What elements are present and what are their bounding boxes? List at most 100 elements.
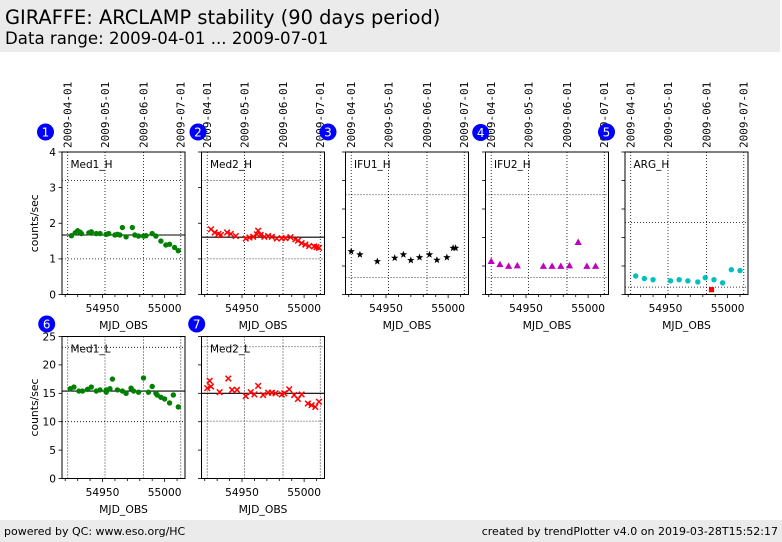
data-point-x (216, 388, 223, 396)
axes-frame (61, 151, 186, 295)
x-tick-label: 54950 (86, 487, 120, 499)
panel-7: 54950 55000 MJD_OBS Med2_L 7 (188, 315, 325, 516)
data-point-triangle (557, 262, 565, 269)
data-point-circle (153, 233, 159, 239)
data-point-x (207, 383, 215, 390)
panel-badge: 6 (38, 315, 56, 333)
data-point-triangle (591, 262, 600, 269)
date-tick-label: 2009-06-01 (137, 82, 150, 148)
data-point-circle (129, 224, 136, 231)
data-point-circle (166, 400, 173, 406)
data-point-circle (166, 241, 173, 247)
panel-badge: 2 (189, 123, 207, 141)
created-by-text: created by trendPlotter v4.0 on 2019-03-… (481, 525, 778, 539)
data-point-triangle (548, 262, 556, 269)
data-point-x (206, 377, 214, 385)
data-point-x (287, 233, 294, 241)
axes-frame (201, 336, 325, 479)
data-point-circle (140, 375, 147, 381)
data-point-triangle (565, 261, 574, 269)
data-point-circle (702, 274, 708, 281)
data-point-x (298, 239, 305, 247)
y-tick-label: 25 (43, 331, 56, 343)
data-point-circle (93, 230, 99, 237)
badge-circle (37, 123, 54, 141)
data-point-x (247, 388, 255, 396)
x-axis-label: MJD_OBS (383, 319, 432, 332)
data-point-circle (175, 404, 181, 410)
data-point-circle (175, 247, 181, 254)
panel-badge: 4 (472, 124, 490, 141)
panel-title: ARG_H (634, 159, 670, 171)
data-point-circle (650, 276, 656, 283)
y-tick-label: 1 (49, 254, 56, 266)
badge-number: 7 (193, 317, 201, 331)
x-tick-label: 54950 (225, 303, 259, 315)
date-tick-label: 2009-04-01 (62, 82, 75, 148)
data-point-x (251, 391, 258, 398)
data-point-star (407, 256, 415, 264)
data-point-x (203, 384, 211, 392)
data-point-x (298, 391, 305, 398)
badge-number: 2 (194, 125, 202, 139)
x-axis-label: MJD_OBS (239, 503, 288, 516)
data-point-x (304, 400, 312, 407)
data-point-circle (135, 389, 142, 395)
data-point-x (308, 401, 315, 409)
date-tick-label: 2009-06-01 (277, 82, 290, 148)
data-point-circle (114, 387, 121, 393)
data-point-circle (676, 276, 682, 283)
date-tick-label: 2009-05-01 (522, 82, 535, 148)
data-point-circle (78, 230, 85, 237)
panel-title: Med1_H (71, 159, 113, 171)
data-point-circle (728, 267, 735, 273)
data-point-triangle (574, 238, 582, 245)
x-tick-label: 55000 (431, 303, 465, 315)
data-point-x (225, 375, 232, 382)
data-point-circle (97, 230, 103, 237)
y-tick-label: 3 (49, 182, 56, 194)
badge-number: 6 (43, 317, 51, 331)
x-axis-label: MJD_OBS (99, 319, 148, 332)
x-axis-label: MJD_OBS (662, 319, 711, 332)
data-point-x (227, 230, 235, 238)
badge-circle (189, 123, 207, 141)
data-point-circle (123, 390, 129, 396)
data-point-circle (88, 229, 95, 235)
series-med2-l (203, 375, 323, 411)
data-point-x (315, 244, 323, 252)
x-tick-label: 54950 (225, 487, 259, 499)
data-point-triangle (505, 262, 513, 269)
y-tick-label: 0 (49, 289, 56, 301)
data-point-star (425, 250, 434, 258)
data-point-circle (123, 234, 129, 240)
x-tick-label: 54950 (649, 303, 683, 315)
y-axis-label: counts/sec (28, 378, 41, 436)
series-med1-h (68, 224, 181, 254)
data-point-star (390, 254, 399, 262)
data-point-x (268, 233, 276, 241)
x-tick-label: 55000 (148, 303, 182, 315)
date-tick-label: 2009-05-01 (662, 82, 675, 148)
data-point-star (399, 250, 408, 258)
panel-title: IFU1_H (354, 159, 391, 171)
data-point-circle (130, 388, 137, 394)
data-point-x (223, 229, 231, 236)
data-point-circle (171, 244, 178, 251)
date-tick-label: 2009-04-01 (345, 82, 358, 148)
data-point-triangle (513, 261, 521, 269)
series-ifu1-h (347, 244, 460, 265)
panel-badge: 3 (319, 123, 337, 141)
x-tick-label: 55000 (287, 487, 321, 499)
panel-3: 54950 55000 MJD_OBS IFU1_H 2009-04-01 2009-05… (319, 82, 471, 332)
data-point-circle (79, 388, 86, 394)
data-point-circle (76, 388, 82, 394)
series-med1-l (67, 375, 181, 410)
series-arg-h (632, 267, 743, 286)
date-tick-label: 2009-07-01 (458, 82, 471, 148)
data-point-x (254, 382, 262, 390)
panel-title: Med2_H (210, 159, 252, 171)
data-point-x (315, 398, 323, 406)
